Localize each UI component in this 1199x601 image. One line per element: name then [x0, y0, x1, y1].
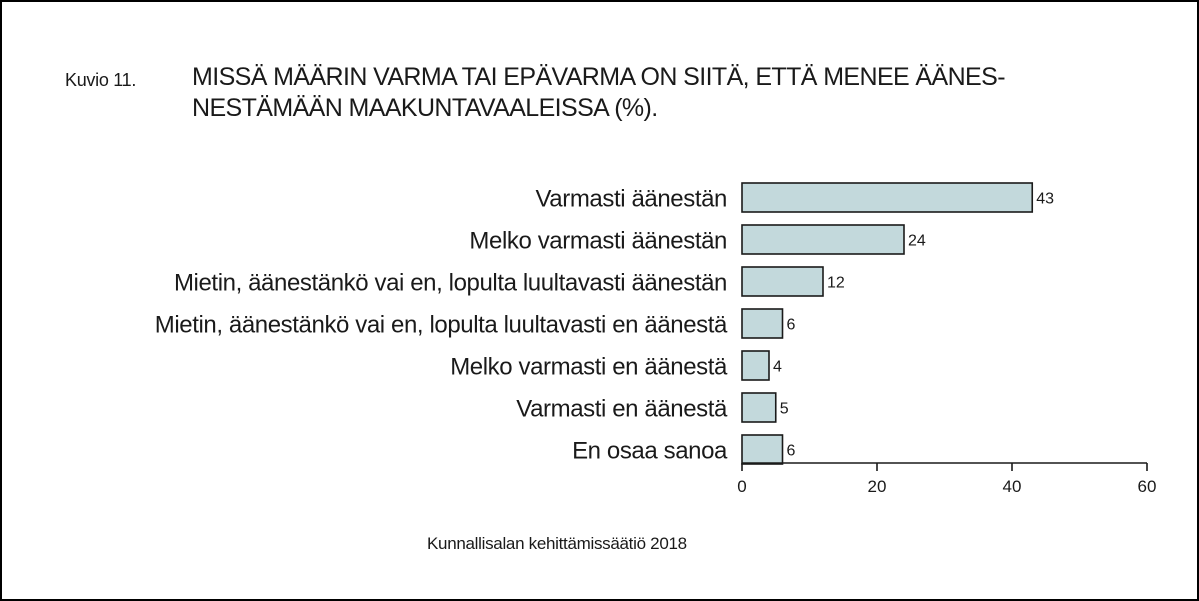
- figure-label: Kuvio 11.: [65, 70, 137, 90]
- data-label-1: 43: [1036, 191, 1054, 208]
- data-label-6: 5: [780, 401, 789, 418]
- category-label-2: Melko varmasti äänestän: [469, 228, 727, 255]
- chart-title-line-1: MISSÄ MÄÄRIN VARMA TAI EPÄVARMA ON SIITÄ…: [192, 63, 1006, 91]
- bar-7: [741, 434, 784, 465]
- bars-group: Varmasti äänestän 43 Melko varmasti äänest…: [155, 182, 1054, 465]
- bar-3: [741, 266, 824, 297]
- category-label-6: Varmasti en äänestä: [516, 396, 728, 423]
- source-text: Kunnallisalan kehittämissäätiö 2018: [427, 534, 687, 553]
- x-tick-label-4: 60: [1138, 477, 1157, 496]
- x-tick-label-1: 0: [737, 477, 746, 496]
- x-axis: 0 20 40 60: [737, 462, 1157, 496]
- chart-title-line-2: NESTÄMÄÄN MAAKUNTAVAALEISSA (%).: [192, 94, 658, 122]
- category-label-3: Mietin, äänestänkö vai en, lopulta luult…: [174, 270, 727, 297]
- bar-2: [741, 224, 905, 255]
- data-label-7: 6: [787, 443, 796, 460]
- x-tick-label-3: 40: [1003, 477, 1022, 496]
- data-label-5: 4: [773, 359, 782, 376]
- bar-5: [741, 350, 770, 381]
- bar-4: [741, 308, 784, 339]
- category-label-5: Melko varmasti en äänestä: [450, 354, 728, 381]
- bar-1: [741, 182, 1034, 213]
- bar-6: [741, 392, 777, 423]
- category-label-1: Varmasti äänestän: [535, 186, 727, 213]
- x-tick-label-2: 20: [868, 477, 887, 496]
- category-label-7: En osaa sanoa: [572, 438, 728, 465]
- chart-title: MISSÄ MÄÄRIN VARMA TAI EPÄVARMA ON SIITÄ…: [192, 62, 1152, 124]
- category-label-4: Mietin, äänestänkö vai en, lopulta luult…: [155, 312, 728, 339]
- data-label-4: 6: [787, 317, 796, 334]
- data-label-2: 24: [908, 233, 926, 250]
- data-label-3: 12: [827, 275, 845, 292]
